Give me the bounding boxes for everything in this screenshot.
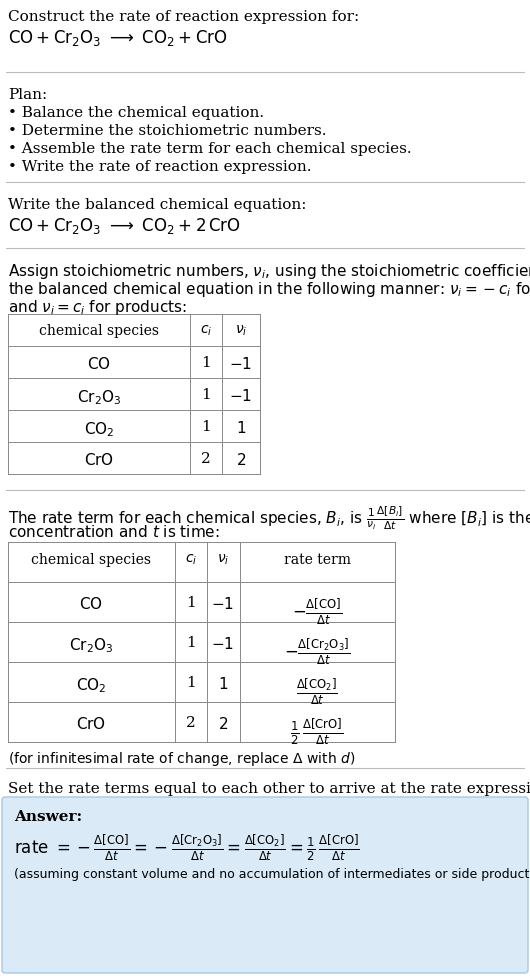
Text: • Determine the stoichiometric numbers.: • Determine the stoichiometric numbers. [8,124,326,138]
Text: $2$: $2$ [218,716,228,732]
Text: Plan:: Plan: [8,88,47,102]
Text: Answer:: Answer: [14,810,82,824]
Text: $-1$: $-1$ [229,388,252,404]
Text: $\mathrm{CO_2}$: $\mathrm{CO_2}$ [76,676,106,695]
Text: The rate term for each chemical species, $B_i$, is $\frac{1}{\nu_i}\frac{\Delta[: The rate term for each chemical species,… [8,504,530,532]
Text: $c_i$: $c_i$ [200,324,212,339]
Text: $\mathrm{CrO}$: $\mathrm{CrO}$ [76,716,106,732]
Text: $2$: $2$ [236,452,246,468]
Text: $-1$: $-1$ [229,356,252,372]
Text: 1: 1 [201,388,211,402]
Text: $1$: $1$ [218,676,228,692]
Text: Assign stoichiometric numbers, $\nu_i$, using the stoichiometric coefficients, $: Assign stoichiometric numbers, $\nu_i$, … [8,262,530,281]
Text: $\frac{1}{2}\,\frac{\Delta[\mathrm{CrO}]}{\Delta t}$: $\frac{1}{2}\,\frac{\Delta[\mathrm{CrO}]… [290,716,343,747]
Text: $-\frac{\Delta[\mathrm{CO}]}{\Delta t}$: $-\frac{\Delta[\mathrm{CO}]}{\Delta t}$ [292,596,342,627]
Text: $\mathrm{CO + Cr_2O_3 \ {\longrightarrow} \ CO_2 + 2\,CrO}$: $\mathrm{CO + Cr_2O_3 \ {\longrightarrow… [8,216,241,236]
Text: • Assemble the rate term for each chemical species.: • Assemble the rate term for each chemic… [8,142,412,156]
Text: $\mathrm{CrO}$: $\mathrm{CrO}$ [84,452,114,468]
Text: $\mathrm{CO}$: $\mathrm{CO}$ [87,356,111,372]
Text: Write the balanced chemical equation:: Write the balanced chemical equation: [8,198,306,212]
Text: (for infinitesimal rate of change, replace $\Delta$ with $d$): (for infinitesimal rate of change, repla… [8,750,355,768]
Text: concentration and $t$ is time:: concentration and $t$ is time: [8,524,220,540]
Text: Set the rate terms equal to each other to arrive at the rate expression:: Set the rate terms equal to each other t… [8,782,530,796]
Text: $\nu_i$: $\nu_i$ [235,324,247,339]
Text: chemical species: chemical species [39,324,159,338]
Text: $\mathrm{Cr_2O_3}$: $\mathrm{Cr_2O_3}$ [69,636,113,655]
Text: $-\frac{\Delta[\mathrm{Cr_2O_3}]}{\Delta t}$: $-\frac{\Delta[\mathrm{Cr_2O_3}]}{\Delta… [284,636,350,667]
Text: (assuming constant volume and no accumulation of intermediates or side products): (assuming constant volume and no accumul… [14,868,530,881]
Text: chemical species: chemical species [31,553,151,567]
Text: 2: 2 [186,716,196,730]
Text: $\mathrm{CO + Cr_2O_3 \ {\longrightarrow} \ CO_2 + CrO}$: $\mathrm{CO + Cr_2O_3 \ {\longrightarrow… [8,28,228,48]
Text: Construct the rate of reaction expression for:: Construct the rate of reaction expressio… [8,10,359,24]
Text: 2: 2 [201,452,211,466]
Text: the balanced chemical equation in the following manner: $\nu_i = -c_i$ for react: the balanced chemical equation in the fo… [8,280,530,299]
Text: 1: 1 [201,356,211,370]
Text: 1: 1 [201,420,211,434]
Text: • Write the rate of reaction expression.: • Write the rate of reaction expression. [8,160,312,174]
Text: 1: 1 [186,636,196,650]
Text: $c_i$: $c_i$ [185,553,197,567]
Text: $\mathrm{CO}$: $\mathrm{CO}$ [79,596,103,612]
Text: $-1$: $-1$ [211,636,234,652]
Text: $-1$: $-1$ [211,596,234,612]
Text: 1: 1 [186,676,196,690]
Text: 1: 1 [186,596,196,610]
Text: rate term: rate term [284,553,350,567]
Text: $\nu_i$: $\nu_i$ [217,553,229,567]
Text: $1$: $1$ [236,420,246,436]
Text: and $\nu_i = c_i$ for products:: and $\nu_i = c_i$ for products: [8,298,187,317]
Text: • Balance the chemical equation.: • Balance the chemical equation. [8,106,264,120]
Text: $\mathrm{Cr_2O_3}$: $\mathrm{Cr_2O_3}$ [77,388,121,407]
Text: $\frac{\Delta[\mathrm{CO_2}]}{\Delta t}$: $\frac{\Delta[\mathrm{CO_2}]}{\Delta t}$ [296,676,338,707]
Text: $\mathrm{CO_2}$: $\mathrm{CO_2}$ [84,420,114,438]
Text: rate $= -\frac{\Delta[\mathrm{CO}]}{\Delta t} = -\frac{\Delta[\mathrm{Cr_2O_3}]}: rate $= -\frac{\Delta[\mathrm{CO}]}{\Del… [14,832,360,863]
FancyBboxPatch shape [2,797,528,973]
